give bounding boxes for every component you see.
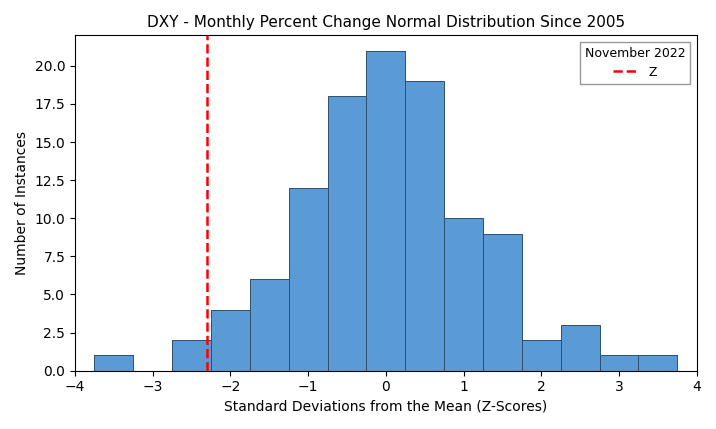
Title: DXY - Monthly Percent Change Normal Distribution Since 2005: DXY - Monthly Percent Change Normal Dist… (147, 15, 625, 30)
Bar (405, 81, 444, 371)
X-axis label: Standard Deviations from the Mean (Z-Scores): Standard Deviations from the Mean (Z-Sco… (224, 400, 548, 414)
Y-axis label: Number of Instances: Number of Instances (15, 131, 29, 275)
Bar (327, 97, 367, 371)
Bar (289, 188, 327, 371)
Bar (444, 218, 483, 371)
Bar (639, 356, 677, 371)
Legend: Z: Z (580, 42, 690, 84)
Bar (483, 233, 522, 371)
Bar (522, 340, 561, 371)
Bar (211, 310, 250, 371)
Bar (599, 356, 639, 371)
Bar (95, 356, 133, 371)
Bar (250, 279, 289, 371)
Bar (561, 325, 599, 371)
Bar (172, 340, 211, 371)
Bar (367, 51, 405, 371)
